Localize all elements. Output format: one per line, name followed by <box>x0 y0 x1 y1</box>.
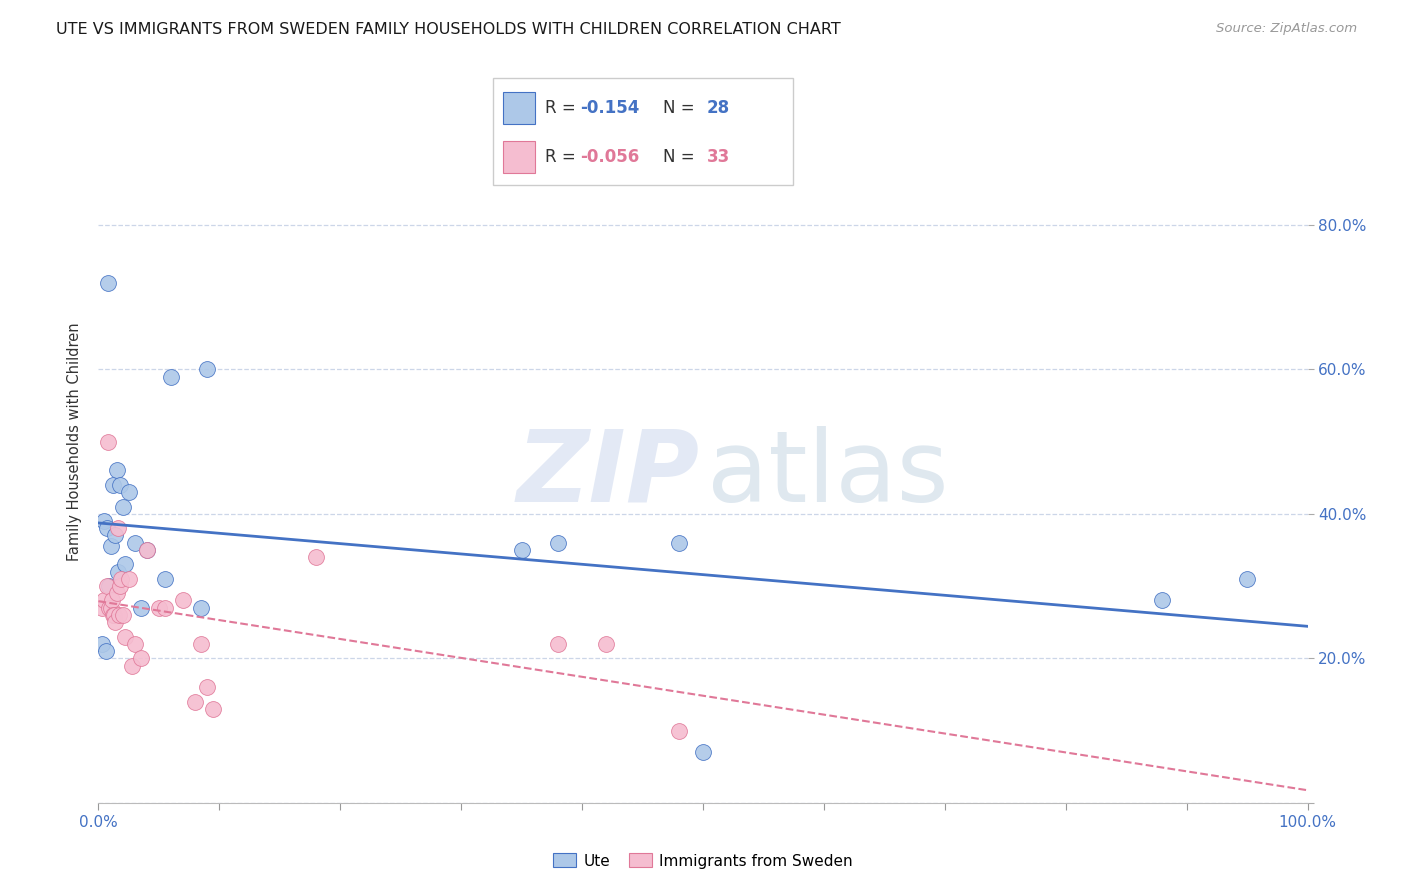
Point <box>96 579 118 593</box>
Point <box>668 723 690 738</box>
Point <box>96 521 118 535</box>
Point <box>105 463 128 477</box>
Point <box>108 478 131 492</box>
FancyBboxPatch shape <box>503 141 536 173</box>
Text: ZIP: ZIP <box>516 425 699 523</box>
Point <box>97 434 120 449</box>
Text: R =: R = <box>546 99 581 117</box>
Point <box>114 558 136 572</box>
Point <box>93 593 115 607</box>
Point <box>195 680 218 694</box>
Point <box>547 637 569 651</box>
Point <box>129 600 152 615</box>
Point <box>101 478 124 492</box>
Point <box>107 565 129 579</box>
Y-axis label: Family Households with Children: Family Households with Children <box>67 322 83 561</box>
Text: Source: ZipAtlas.com: Source: ZipAtlas.com <box>1216 22 1357 36</box>
Point <box>1152 593 1174 607</box>
Point <box>100 600 122 615</box>
Point <box>105 586 128 600</box>
Point <box>104 615 127 630</box>
Point <box>135 542 157 557</box>
Point <box>547 535 569 549</box>
Point <box>100 593 122 607</box>
Point <box>190 637 212 651</box>
Point <box>202 702 225 716</box>
Point <box>107 521 129 535</box>
Point <box>121 658 143 673</box>
Point <box>114 630 136 644</box>
Point <box>184 695 207 709</box>
Point <box>104 528 127 542</box>
Point <box>124 637 146 651</box>
FancyBboxPatch shape <box>503 92 536 124</box>
Point <box>1236 572 1258 586</box>
Text: -0.056: -0.056 <box>579 148 640 166</box>
Point <box>668 535 690 549</box>
Point <box>153 600 176 615</box>
Point <box>172 593 194 607</box>
Point <box>135 542 157 557</box>
Point <box>93 514 115 528</box>
Point <box>124 535 146 549</box>
Point <box>91 637 114 651</box>
Point <box>595 637 617 651</box>
Point <box>94 644 117 658</box>
Legend: Ute, Immigrants from Sweden: Ute, Immigrants from Sweden <box>547 847 859 875</box>
Point <box>97 276 120 290</box>
Point <box>692 745 714 759</box>
Point <box>103 607 125 622</box>
FancyBboxPatch shape <box>494 78 793 185</box>
Point <box>111 500 134 514</box>
Point <box>111 607 134 622</box>
Point <box>118 572 141 586</box>
Point <box>98 579 121 593</box>
Point <box>510 542 533 557</box>
Text: N =: N = <box>664 99 700 117</box>
Text: R =: R = <box>546 148 581 166</box>
Point <box>108 579 131 593</box>
Point <box>101 607 124 622</box>
Point <box>129 651 152 665</box>
Point <box>190 600 212 615</box>
Point <box>91 600 114 615</box>
Point <box>305 550 328 565</box>
Text: 28: 28 <box>707 99 730 117</box>
Text: -0.154: -0.154 <box>579 99 640 117</box>
Text: 33: 33 <box>707 148 730 166</box>
Point <box>108 607 131 622</box>
Point <box>195 362 218 376</box>
Point <box>148 600 170 615</box>
Point <box>98 600 121 615</box>
Text: atlas: atlas <box>707 425 948 523</box>
Text: UTE VS IMMIGRANTS FROM SWEDEN FAMILY HOUSEHOLDS WITH CHILDREN CORRELATION CHART: UTE VS IMMIGRANTS FROM SWEDEN FAMILY HOU… <box>56 22 841 37</box>
Point <box>160 369 183 384</box>
Point <box>118 485 141 500</box>
Text: N =: N = <box>664 148 700 166</box>
Point <box>153 572 176 586</box>
Point <box>110 572 132 586</box>
Point <box>100 539 122 553</box>
